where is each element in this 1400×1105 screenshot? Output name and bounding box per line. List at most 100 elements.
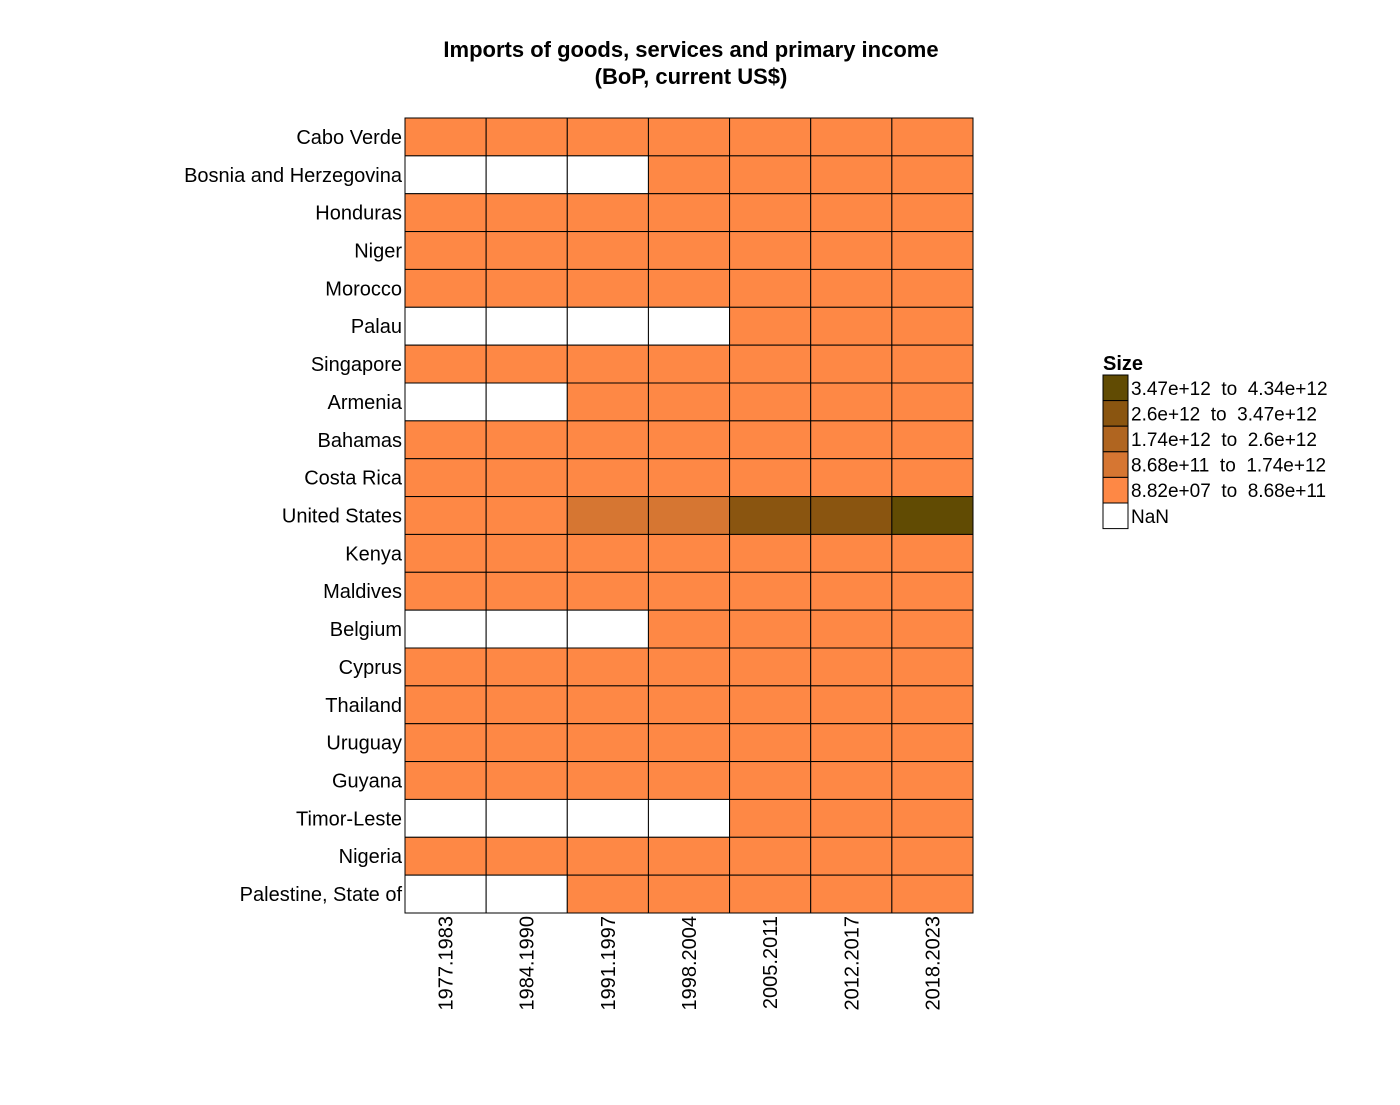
legend-title: Size: [1103, 353, 1143, 375]
y-tick-label: Guyana: [332, 771, 403, 793]
heatmap-cell: [647, 647, 731, 687]
x-tick-label: 2018.2023: [922, 916, 944, 1011]
heatmap-cell: [485, 193, 568, 233]
y-tick-label: Timor-Leste: [296, 808, 402, 830]
heatmap-cell: [810, 571, 893, 611]
heatmap-cell: [729, 306, 812, 346]
heatmap-cell: [729, 117, 812, 157]
heatmap-cell: [891, 609, 974, 649]
heatmap-cell: [891, 836, 974, 876]
y-tick-label: United States: [282, 506, 402, 528]
heatmap-cell: [729, 382, 812, 422]
y-tick-label: Bosnia and Herzegovina: [184, 165, 403, 187]
heatmap-cell: [485, 306, 568, 346]
heatmap-cell: [485, 231, 568, 270]
heatmap-cell: [810, 836, 893, 876]
heatmap-cell: [891, 533, 974, 573]
legend-swatch: [1102, 400, 1129, 427]
heatmap-cell: [404, 155, 487, 195]
heatmap-cell: [566, 685, 649, 725]
heatmap-cell: [810, 193, 893, 233]
heatmap-cell: [404, 723, 487, 763]
heatmap-cell: [404, 798, 487, 838]
legend-swatch: [1102, 476, 1129, 504]
y-tick-label: Costa Rica: [304, 468, 403, 490]
heatmap-cell: [891, 268, 974, 308]
heatmap-cell: [729, 685, 812, 725]
heatmap-cell: [485, 117, 568, 157]
heatmap-cell: [891, 382, 974, 422]
heatmap-cell: [729, 798, 812, 838]
heatmap-cell: [729, 761, 812, 800]
y-tick-label: Maldives: [323, 581, 402, 603]
x-tick-label: 1984.1990: [517, 916, 539, 1011]
heatmap-cell: [404, 344, 487, 384]
heatmap-cell: [891, 647, 974, 687]
y-tick-label: Honduras: [315, 203, 402, 225]
heatmap-cell: [647, 193, 731, 233]
heatmap-cell: [404, 571, 487, 611]
y-tick-label: Cabo Verde: [296, 127, 402, 149]
heatmap-cell: [810, 420, 893, 460]
heatmap-cell: [404, 874, 487, 914]
heatmap-cell: [891, 117, 974, 157]
heatmap-cell: [810, 344, 893, 384]
heatmap-cell: [485, 874, 568, 914]
heatmap-cell: [566, 609, 649, 649]
heatmap-cell: [404, 836, 487, 876]
heatmap-cell: [647, 344, 731, 384]
heatmap-cell: [647, 723, 731, 763]
heatmap-cell: [891, 231, 974, 270]
heatmap-cell: [404, 231, 487, 270]
heatmap-cell: [647, 533, 731, 573]
heatmap-cell: [729, 647, 812, 687]
heatmap-cell: [566, 306, 649, 346]
heatmap-cell: [729, 533, 812, 573]
heatmap-cell: [566, 798, 649, 838]
heatmap-cell: [485, 571, 568, 611]
heatmap-cell: [810, 609, 893, 649]
y-tick-label: Thailand: [325, 695, 402, 717]
heatmap-cell: [729, 155, 812, 195]
heatmap-cell: [891, 193, 974, 233]
y-tick-label: Uruguay: [326, 733, 402, 755]
legend-label: 3.47e+12 to 4.34e+12: [1131, 379, 1328, 400]
heatmap-cell: [647, 798, 731, 838]
legend-label: NaN: [1131, 507, 1169, 528]
y-tick-label: Palestine, State of: [240, 884, 403, 906]
y-tick-label: Armenia: [328, 392, 403, 414]
heatmap-cell: [404, 193, 487, 233]
heatmap-cell: [485, 609, 568, 649]
heatmap-cell: [729, 609, 812, 649]
heatmap-cell: [566, 836, 649, 876]
heatmap-cell: [729, 458, 812, 498]
legend-swatch: [1102, 374, 1129, 402]
heatmap-cell: [729, 344, 812, 384]
x-tick-label: 1991.1997: [598, 916, 620, 1011]
y-tick-label: Bahamas: [318, 430, 403, 452]
chart-title-line: (BoP, current US$): [595, 64, 788, 89]
heatmap-cell: [404, 306, 487, 346]
heatmap-cell: [485, 685, 568, 725]
y-tick-label: Singapore: [311, 354, 402, 376]
x-tick-label: 2012.2017: [841, 916, 863, 1011]
heatmap-cell: [891, 723, 974, 763]
heatmap-cell: [810, 306, 893, 346]
heatmap-cell: [404, 496, 487, 535]
heatmap-cell: [729, 231, 812, 270]
heatmap-cell: [891, 761, 974, 800]
y-tick-label: Kenya: [345, 543, 403, 565]
heatmap-cell: [566, 647, 649, 687]
heatmap-cell: [891, 874, 974, 914]
chart-title-line: Imports of goods, services and primary i…: [443, 37, 938, 62]
heatmap-cell: [485, 420, 568, 460]
heatmap-cell: [647, 761, 731, 800]
heatmap-cell: [485, 268, 568, 308]
heatmap-cell: [647, 571, 731, 611]
legend-swatch: [1102, 425, 1129, 453]
heatmap-cell: [485, 458, 568, 498]
heatmap-cell: [647, 609, 731, 649]
heatmap-cell: [566, 155, 649, 195]
heatmap-cell: [891, 420, 974, 460]
